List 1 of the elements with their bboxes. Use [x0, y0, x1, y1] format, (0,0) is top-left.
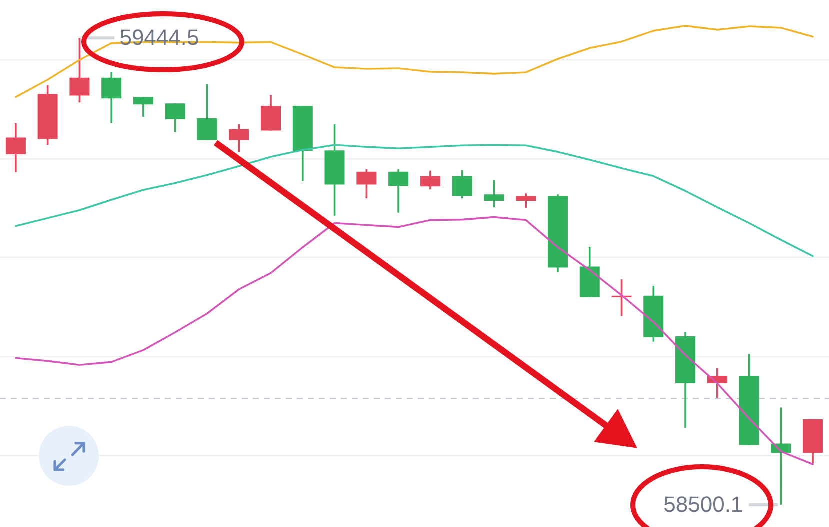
annotation: 58500.1: [664, 492, 744, 518]
